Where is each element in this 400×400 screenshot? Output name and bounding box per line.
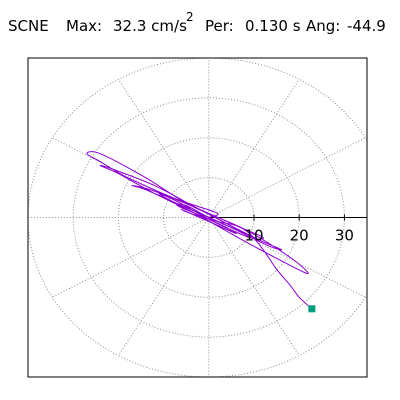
period-label: Per: bbox=[205, 17, 234, 35]
max-label: Max: bbox=[66, 17, 103, 35]
grid-spoke bbox=[208, 217, 300, 356]
chart-header: SCNE Max: 32.3 cm/s 2 Per: 0.130 s Ang: … bbox=[0, 0, 400, 44]
period-value: 0.130 s bbox=[245, 17, 301, 35]
station-code: SCNE bbox=[8, 17, 49, 35]
grid-spoke bbox=[51, 137, 210, 218]
x-tick-label: 20 bbox=[290, 227, 309, 245]
grid-spoke bbox=[117, 79, 210, 218]
max-value: 32.3 cm/s bbox=[113, 17, 187, 35]
x-tick-label: 30 bbox=[335, 227, 354, 245]
grid-spoke bbox=[51, 217, 210, 298]
endpoint-marker bbox=[308, 305, 316, 313]
tick-labels: 10 20 30 bbox=[244, 227, 353, 245]
grid-spoke bbox=[117, 217, 210, 356]
max-unit-exponent: 2 bbox=[186, 10, 194, 24]
motion-trace-path bbox=[86, 151, 313, 310]
motion-trace bbox=[86, 151, 316, 313]
angle-value: -44.9 bbox=[347, 17, 386, 35]
plot-frame bbox=[27, 57, 368, 378]
axes bbox=[208, 214, 367, 221]
angle-label: Ang: bbox=[306, 17, 341, 35]
grid-spoke bbox=[208, 137, 366, 218]
grid-spoke bbox=[208, 217, 366, 298]
grid-spoke bbox=[208, 79, 300, 218]
x-tick-label: 10 bbox=[244, 227, 263, 245]
